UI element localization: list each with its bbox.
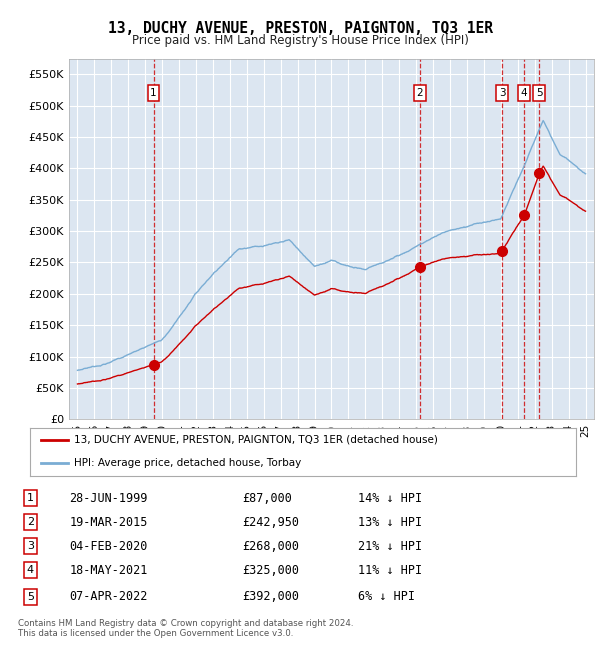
Text: 13, DUCHY AVENUE, PRESTON, PAIGNTON, TQ3 1ER (detached house): 13, DUCHY AVENUE, PRESTON, PAIGNTON, TQ3… xyxy=(74,435,437,445)
Text: 14% ↓ HPI: 14% ↓ HPI xyxy=(358,492,422,505)
Text: £325,000: £325,000 xyxy=(242,564,299,577)
Text: 3: 3 xyxy=(27,541,34,551)
Text: 2: 2 xyxy=(416,88,423,98)
Text: 11% ↓ HPI: 11% ↓ HPI xyxy=(358,564,422,577)
Text: £392,000: £392,000 xyxy=(242,590,299,603)
Text: £242,950: £242,950 xyxy=(242,516,299,529)
Text: 5: 5 xyxy=(27,592,34,602)
Text: 4: 4 xyxy=(521,88,527,98)
Text: 6% ↓ HPI: 6% ↓ HPI xyxy=(358,590,415,603)
Text: 4: 4 xyxy=(27,566,34,575)
Text: 1: 1 xyxy=(150,88,157,98)
Text: Price paid vs. HM Land Registry's House Price Index (HPI): Price paid vs. HM Land Registry's House … xyxy=(131,34,469,47)
Text: 28-JUN-1999: 28-JUN-1999 xyxy=(70,492,148,505)
Text: 2: 2 xyxy=(27,517,34,527)
Text: 5: 5 xyxy=(536,88,542,98)
Text: 13% ↓ HPI: 13% ↓ HPI xyxy=(358,516,422,529)
Text: 13, DUCHY AVENUE, PRESTON, PAIGNTON, TQ3 1ER: 13, DUCHY AVENUE, PRESTON, PAIGNTON, TQ3… xyxy=(107,21,493,36)
Text: 21% ↓ HPI: 21% ↓ HPI xyxy=(358,540,422,552)
Text: 3: 3 xyxy=(499,88,506,98)
Text: HPI: Average price, detached house, Torbay: HPI: Average price, detached house, Torb… xyxy=(74,458,301,469)
Text: 1: 1 xyxy=(27,493,34,503)
Text: 19-MAR-2015: 19-MAR-2015 xyxy=(70,516,148,529)
Text: £87,000: £87,000 xyxy=(242,492,292,505)
Text: £268,000: £268,000 xyxy=(242,540,299,552)
Text: 18-MAY-2021: 18-MAY-2021 xyxy=(70,564,148,577)
Text: 07-APR-2022: 07-APR-2022 xyxy=(70,590,148,603)
Text: 04-FEB-2020: 04-FEB-2020 xyxy=(70,540,148,552)
Text: Contains HM Land Registry data © Crown copyright and database right 2024.
This d: Contains HM Land Registry data © Crown c… xyxy=(18,619,353,638)
